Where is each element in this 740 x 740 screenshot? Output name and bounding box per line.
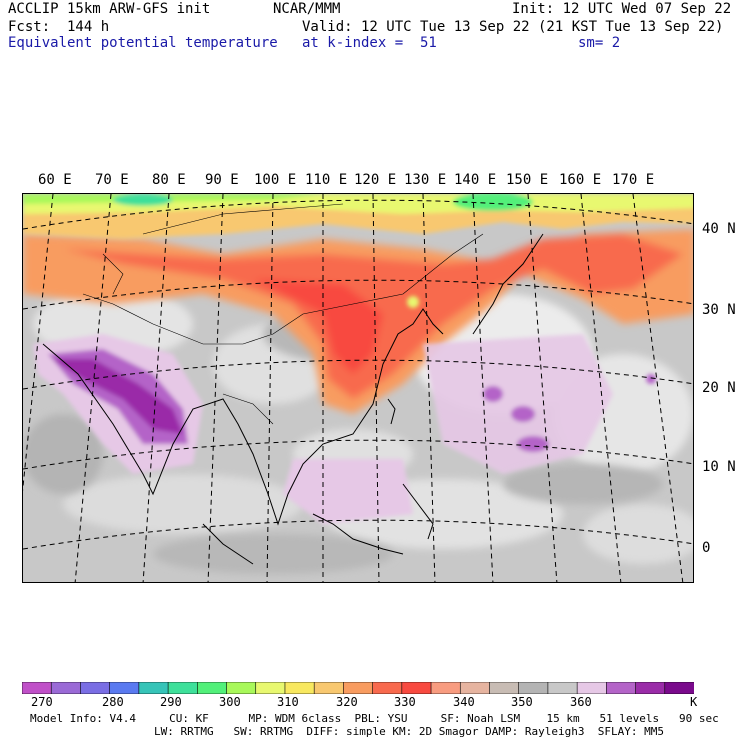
- colorbar: [22, 682, 694, 694]
- lon-label: 160 E: [559, 172, 602, 188]
- lon-label: 170 E: [612, 172, 655, 188]
- colorbar-swatch: [576, 682, 608, 694]
- colorbar-swatch: [343, 682, 374, 694]
- map-panel: [22, 193, 694, 583]
- colorbar-swatch: [518, 682, 549, 694]
- colorbar-swatch: [284, 682, 315, 694]
- colorbar-swatch: [226, 682, 257, 694]
- center-label: NCAR/MMM: [273, 1, 341, 17]
- colorbar-tick-label: 320: [336, 695, 358, 709]
- field-name: Equivalent potential temperature: [8, 35, 278, 51]
- colorbar-swatch: [80, 682, 111, 694]
- lon-label: 100 E: [254, 172, 297, 188]
- forecast-hour: Fcst: 144 h: [8, 19, 110, 35]
- lat-label: 40 N: [702, 221, 736, 237]
- level-index: at k-index = 51: [302, 35, 437, 51]
- colorbar-tick-label: 350: [511, 695, 533, 709]
- colorbar-swatch: [313, 682, 345, 694]
- country-borders: [82, 203, 484, 425]
- lat-label: 10 N: [702, 459, 736, 475]
- colorbar-swatch: [50, 682, 82, 694]
- colorbar-swatch: [664, 682, 694, 694]
- colorbar-swatch: [197, 682, 228, 694]
- colorbar-tick-label: 300: [219, 695, 241, 709]
- lon-label: 130 E: [404, 172, 447, 188]
- colorbar-swatch: [459, 682, 491, 694]
- lon-label: 140 E: [454, 172, 497, 188]
- valid-time: Valid: 12 UTC Tue 13 Sep 22 (21 KST Tue …: [302, 19, 724, 35]
- lon-label: 150 E: [506, 172, 549, 188]
- colorbar-tick-label: 280: [102, 695, 124, 709]
- lon-label: 60 E: [38, 172, 72, 188]
- colorbar-tick-label: 270: [31, 695, 53, 709]
- colorbar-swatch: [255, 682, 286, 694]
- warm-band: [23, 229, 693, 414]
- purple-region-south-asia: [33, 334, 203, 474]
- lon-label: 80 E: [152, 172, 186, 188]
- model-info-line2: LW: RRTMG SW: RRTMG DIFF: simple KM: 2D …: [154, 725, 664, 738]
- lon-label: 70 E: [95, 172, 129, 188]
- colorbar-swatch: [547, 682, 578, 694]
- colorbar-swatch: [109, 682, 140, 694]
- lon-label: 110 E: [305, 172, 348, 188]
- model-title: ACCLIP 15km ARW-GFS init: [8, 1, 211, 17]
- colorbar-tick-label: 290: [160, 695, 182, 709]
- model-info-line1: Model Info: V4.4 CU: KF MP: WDM 6class P…: [30, 712, 719, 725]
- colorbar-tick-label: 360: [570, 695, 592, 709]
- colorbar-swatch: [401, 682, 432, 694]
- init-time: Init: 12 UTC Wed 07 Sep 22: [512, 1, 732, 17]
- colorbar-swatch: [167, 682, 199, 694]
- colorbar-swatch: [606, 682, 637, 694]
- coastlines: [42, 233, 544, 565]
- lat-label: 0: [702, 540, 711, 556]
- colorbar-swatch: [22, 682, 53, 694]
- colorbar-swatch: [489, 682, 520, 694]
- lat-label: 30 N: [702, 302, 736, 318]
- colorbar-swatch: [372, 682, 403, 694]
- colorbar-swatch: [635, 682, 666, 694]
- colorbar-tick-label: 330: [394, 695, 416, 709]
- colorbar-units: K: [690, 695, 698, 709]
- graticule: [23, 194, 693, 582]
- colorbar-swatch: [430, 682, 462, 694]
- colorbar-tick-label: 340: [453, 695, 475, 709]
- lat-label: 20 N: [702, 380, 736, 396]
- colorbar-tick-label: 310: [277, 695, 299, 709]
- lon-label: 120 E: [354, 172, 397, 188]
- smoothing-label: sm= 2: [578, 35, 621, 51]
- theta-e-map: [23, 194, 693, 582]
- lon-label: 90 E: [205, 172, 239, 188]
- colorbar-swatch: [138, 682, 169, 694]
